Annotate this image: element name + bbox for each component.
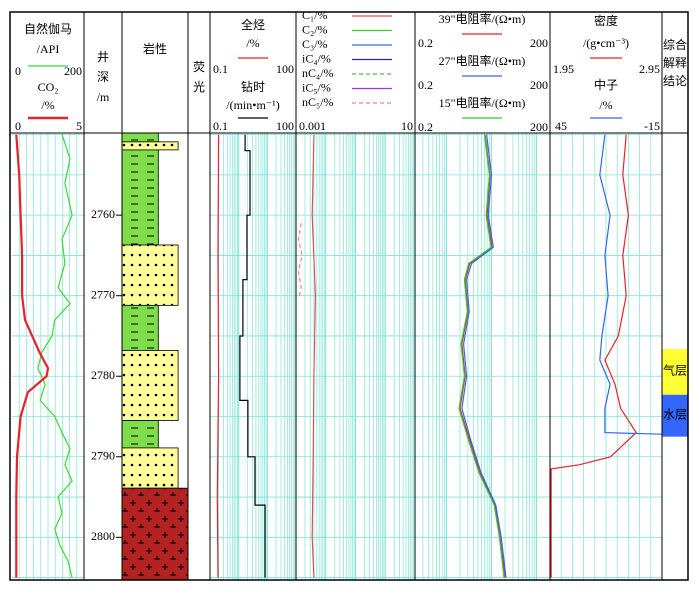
lithology-pattern [122, 133, 159, 142]
depth-tick-label: 2790 [91, 449, 115, 463]
lithology-pattern [122, 447, 179, 489]
zone-label: 气层 [663, 363, 687, 378]
header-label: 15"电阻率/(Ω•m) [439, 95, 526, 110]
header-label: CO₂ [38, 80, 59, 94]
header-label: 0.1 [213, 62, 228, 76]
header-label: 200 [530, 36, 548, 50]
header-label: 0 [15, 64, 21, 78]
log-curve [37, 134, 73, 578]
header-label: 自然伽马 [24, 21, 72, 36]
log-curve [550, 134, 637, 578]
log-curve [599, 134, 663, 435]
header-label: /m [97, 90, 110, 104]
header-label: 0.001 [299, 119, 326, 133]
header-label: 荧 [193, 60, 205, 74]
header-label: 0.2 [418, 36, 433, 50]
lithology-pattern [122, 141, 179, 150]
legend-label: C₁/% [302, 8, 328, 22]
header-label: 解释 [663, 56, 687, 70]
header-label: 全烃 [241, 17, 265, 32]
log-curve [15, 134, 50, 578]
header-label: 密度 [594, 13, 618, 28]
header-label: /% [599, 98, 612, 112]
interpretation-zone [662, 348, 688, 395]
lithology-pattern [122, 244, 179, 306]
header-label: -15 [644, 119, 660, 133]
header-label: 100 [276, 62, 294, 76]
header-label: 0.2 [418, 78, 433, 92]
log-curve [461, 134, 507, 578]
log-curve [239, 134, 266, 578]
header-label: /(min•m⁻¹) [226, 98, 279, 112]
header-label: 深 [97, 70, 109, 84]
header-label: 结论 [663, 74, 687, 88]
log-curve [459, 134, 506, 578]
border [9, 11, 689, 581]
header-label: 100 [276, 119, 294, 133]
zone-label: 水层 [663, 407, 687, 421]
header-label: 井 [97, 50, 109, 64]
header-label: 光 [193, 80, 205, 94]
header-label: 200 [530, 78, 548, 92]
lithology-pattern [122, 149, 159, 245]
header-label: 39"电阻率/(Ω•m) [439, 11, 526, 26]
header-label: /% [41, 98, 54, 112]
legend-label: C₂/% [302, 22, 328, 36]
log-curve [216, 134, 220, 578]
frame: 2760 2770 2780 2790 2800 自然伽马/API 0 200 CO₂ /% 0 5 井… [9, 8, 689, 581]
header-label: 0.2 [418, 120, 433, 134]
log-curve [311, 134, 317, 578]
header-label: 200 [530, 120, 548, 134]
depth-tick-label: 2800 [91, 529, 115, 543]
lithology-pattern [122, 420, 159, 448]
header-label: /(g•cm⁻³) [583, 36, 629, 50]
interpretation-zone [662, 394, 688, 437]
legend-label: C₃/% [302, 37, 328, 51]
depth-tick-label: 2780 [91, 368, 115, 382]
header-label: 钻时 [241, 79, 265, 94]
lithology-pattern [122, 488, 188, 580]
header-label: 1.95 [553, 62, 574, 76]
header-label: 27"电阻率/(Ω•m) [439, 53, 526, 68]
legend-label: iC₄/% [302, 51, 331, 65]
depth-tick-label: 2760 [91, 207, 115, 221]
header-label: 综合 [663, 37, 687, 52]
header-label: /API [37, 42, 60, 56]
lithology-pattern [122, 305, 159, 351]
header-label: 0.1 [213, 119, 228, 133]
log-curve [458, 134, 505, 578]
header-label: 10 [401, 119, 413, 133]
header-label: 45 [555, 119, 567, 133]
legend-label: nC₅/% [302, 95, 334, 109]
header-label: 中子 [594, 77, 618, 92]
header-label: 5 [76, 119, 82, 133]
header-label: 2.95 [639, 62, 660, 76]
header-label: 200 [64, 64, 82, 78]
depth-tick-label: 2770 [91, 287, 115, 301]
legend-label: nC₄/% [302, 66, 334, 80]
header-label: /% [246, 36, 259, 50]
legend-label: iC₅/% [302, 80, 331, 94]
lithology-pattern [122, 350, 179, 421]
header-label: 0 [15, 119, 21, 133]
header-label: 岩性 [143, 41, 167, 56]
